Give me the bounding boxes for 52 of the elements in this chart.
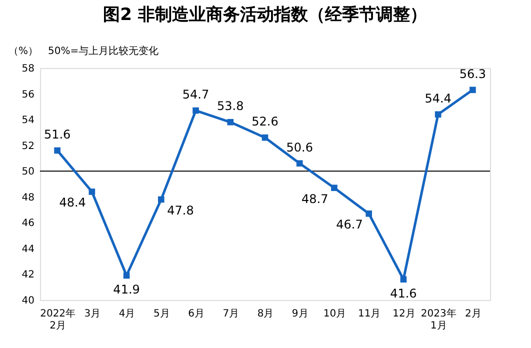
data-label: 54.4 [424,91,452,106]
x-tick-label: 10月 [323,308,346,320]
x-tick-label: 3月 [84,308,101,320]
data-label: 46.7 [336,218,363,232]
point [366,210,372,217]
point [88,188,96,195]
x-tick-label: 4月 [118,308,136,320]
y-tick-label: 48 [22,192,34,204]
y-tick-label: 40 [22,296,34,306]
x-tick-label: 11月 [358,308,381,320]
x-tick-label: 2022年 2月 [40,308,76,332]
y-tick-label: 54 [22,115,34,126]
point [296,160,303,167]
data-label: 56.3 [459,66,486,81]
point [192,107,199,114]
chart-title: 图2 非制造业商务活动指数（经季节调整） [103,5,427,25]
x-tick-label: 7月 [222,308,240,320]
data-label: 53.8 [217,99,244,114]
data-label: 48.7 [302,192,328,206]
data-label: 41.6 [390,286,417,300]
x-tick-label: 12月 [392,308,416,320]
y-tick-label: 58 [22,64,34,74]
data-label: 48.4 [59,196,86,210]
y-tick-label: 46 [22,218,34,230]
text: 50%=与上月比较无变化 [48,45,159,57]
point [123,272,130,279]
x-tick-label: 2月 [465,308,482,320]
x-tick-label: 9月 [292,308,308,320]
point [54,147,60,154]
point [434,111,442,118]
point [400,276,407,283]
y-tick-label: 56 [22,89,34,100]
point [331,184,338,192]
y-tick-label: 50 [22,166,34,178]
x-tick-label: 2023年 1月 [420,308,456,332]
data-label: 52.6 [252,114,278,129]
point [158,196,164,203]
point [227,118,234,126]
x-tick-label: 6月 [188,308,204,320]
data-label: 47.8 [167,203,194,218]
data-label: 41.9 [113,282,140,297]
point [470,86,476,94]
x-tick-label: 5月 [153,308,170,320]
data-label: 50.6 [286,140,313,154]
y-axis-title: （%） [8,46,38,57]
x-tick-label: 8月 [257,308,274,320]
y-tick-label: 44 [22,244,34,255]
data-label: 54.7 [182,88,210,102]
data-label: 51.6 [44,127,71,142]
point [262,134,268,141]
y-tick-label: 52 [22,140,34,152]
y-tick-label: 42 [22,270,34,281]
